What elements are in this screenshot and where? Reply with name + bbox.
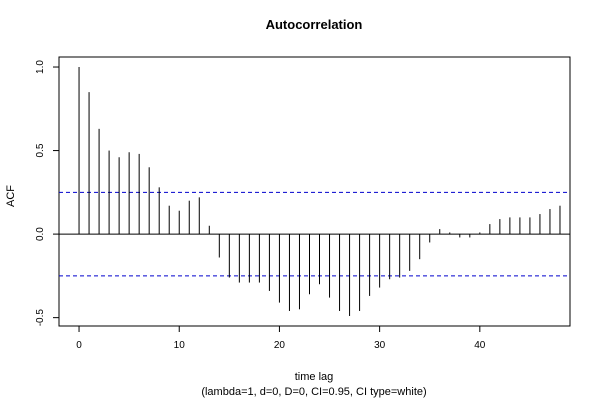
y-tick-label: 0.0 <box>35 227 46 241</box>
x-axis: 0 10 20 30 40 <box>76 325 486 351</box>
y-axis: -0.5 0.0 0.5 1.0 <box>35 60 60 327</box>
confidence-band-layer <box>59 191 570 277</box>
acf-bars <box>78 67 561 316</box>
x-tick-label: 40 <box>474 340 486 351</box>
plot-frame <box>58 56 571 327</box>
x-tick-label: 10 <box>174 340 186 351</box>
x-axis-subtitle: (lambda=1, d=0, D=0, CI=0.95, CI type=wh… <box>201 386 426 398</box>
x-tick-label: 20 <box>274 340 286 351</box>
y-tick-label: 1.0 <box>35 60 46 74</box>
y-tick-label: -0.5 <box>35 309 46 327</box>
y-axis-label: ACF <box>5 185 17 207</box>
y-tick-label: 0.5 <box>35 143 46 157</box>
x-tick-label: 0 <box>76 340 82 351</box>
x-axis-label: time lag <box>295 371 334 383</box>
x-tick-label: 30 <box>374 340 386 351</box>
chart-title: Autocorrelation <box>266 17 363 32</box>
